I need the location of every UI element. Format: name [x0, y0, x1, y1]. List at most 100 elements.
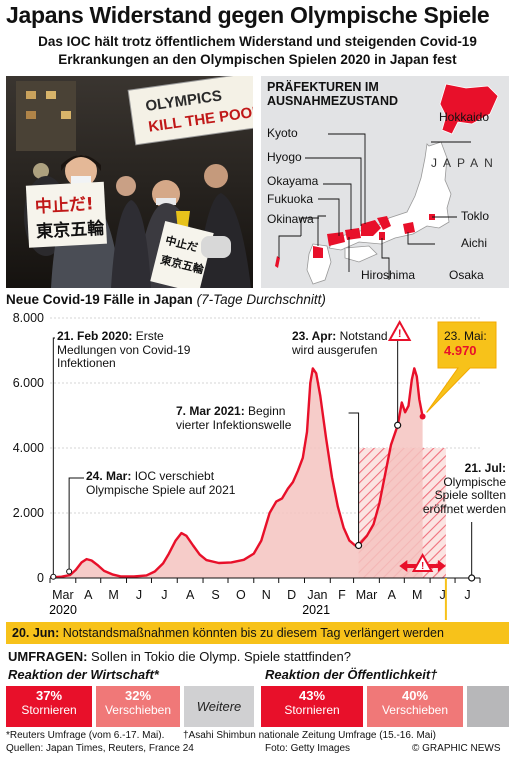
label-kyoto: Kyoto — [267, 126, 298, 140]
cases-area — [50, 368, 423, 578]
label-tokyo: Toklo — [461, 209, 490, 223]
map-heading-line-2: AUSNAHMEZUSTAND — [267, 94, 399, 108]
annotation-apr23: 23. Apr: Notstand wird ausgerufen — [292, 329, 388, 357]
honshu-shape — [328, 141, 452, 251]
photo-credit: Foto: Getty Images — [265, 743, 351, 754]
feb21-leader — [52, 337, 55, 577]
feb21-dot — [50, 573, 57, 580]
jul21-dot — [468, 574, 476, 582]
sources: Quellen: Japan Times, Reuters, France 24 — [6, 743, 194, 754]
sign-left-line-1: 中止だ! — [34, 193, 94, 217]
label-okinawa: Okinawa — [267, 212, 314, 226]
polls-question-text: Sollen in Tokio die Olymp. Spiele stattf… — [87, 649, 351, 664]
x-tick-label: Jan — [307, 588, 327, 602]
okinawa-shape — [275, 256, 280, 268]
chart-title: Neue Covid-19 Fälle in Japan (7-Tage Dur… — [6, 292, 326, 307]
annotation-apr23-text: Notstand — [336, 329, 388, 343]
x-tick-label: J — [136, 588, 142, 602]
sign-left-line-2: 東京五輪 — [36, 218, 106, 243]
annotation-mar7-text: Beginn — [244, 404, 286, 418]
chart-title-main: Neue Covid-19 Fälle in Japan — [6, 292, 193, 307]
polls-label: UMFRAGEN: — [8, 649, 88, 664]
polls-question: UMFRAGEN: Sollen in Tokio die Olymp. Spi… — [8, 649, 351, 664]
warning-icon-glyph: ! — [398, 328, 402, 340]
june-extension-bar: 20. Jun: Notstandsmaßnahmen könnten bis … — [6, 622, 509, 644]
annotation-feb21: 21. Feb 2020: Erste Medlungen von Covid-… — [57, 329, 190, 371]
subtitle-line-2: Erkrankungen an den Olympischen Spielen … — [58, 52, 457, 67]
may23-callout — [426, 321, 497, 413]
japan-map-illustration — [275, 83, 499, 285]
june-bar-text: Notstandsmaßnahmen könnten bis zu diesem… — [59, 626, 444, 640]
footnote-public: †Asahi Shimbun nationale Zeitung Umfrage… — [183, 730, 436, 741]
business-postpone-pct: 32% — [124, 688, 152, 703]
annotation-may23: 23. Mai: 4.970 — [444, 329, 487, 358]
business-postpone-label: Verschieben — [104, 703, 172, 717]
public-postpone-pct: 40% — [401, 688, 429, 703]
x-tick-label: Mar — [52, 588, 74, 602]
y-tick-label: 0 — [37, 571, 44, 585]
business-heading: Reaktion der Wirtschaft* — [8, 667, 159, 682]
label-hokkaido: Hokkaido — [439, 110, 490, 124]
chart-markers: !! — [50, 319, 497, 620]
chart-axes: 0 2.000 4.000 6.000 8.000 Mar A M J J A S O N D Jan F Mar… — [13, 311, 481, 617]
cases-line — [49, 367, 424, 579]
annotation-may23-date: 23. Mai: — [444, 329, 487, 343]
business-cancel-box: 37% Stornieren — [6, 686, 92, 727]
footnote-business: *Reuters Umfrage (vom 6.-17. Mai). — [6, 730, 165, 741]
business-cancel-label: Stornieren — [21, 703, 77, 717]
annotation-may23-value: 4.970 — [444, 342, 477, 358]
public-cancel-pct: 43% — [298, 688, 326, 703]
kyoto-shape — [377, 216, 391, 230]
prefecture-map: PRÄFEKTUREN IM AUSNAHMEZUSTAND Hokkaido … — [261, 76, 509, 288]
annotation-mar7-date: 7. Mar 2021: — [176, 404, 245, 418]
label-hiroshima: Hiroshima — [361, 268, 416, 282]
label-japan: JAPAN — [431, 156, 499, 170]
annotation-jul21-line4: eröffnet werden — [422, 501, 506, 516]
annotation-apr23-date: 23. Apr: — [292, 329, 337, 343]
subtitle-line-1: Das IOC hält trotz öffentlichem Widersta… — [38, 34, 477, 49]
public-cancel-label: Stornieren — [284, 703, 340, 717]
june-bar-date: 20. Jun: — [12, 626, 60, 640]
y-tick-label: 8.000 — [13, 311, 44, 325]
public-cancel-box: 43% Stornieren — [261, 686, 363, 727]
label-aichi: Aichi — [461, 236, 488, 250]
x-tick-label: D — [287, 588, 296, 602]
annotation-jul21-line2: Olympische — [443, 474, 506, 489]
x-tick-label: Mar — [356, 588, 378, 602]
public-postpone-box: 40% Verschieben — [367, 686, 463, 727]
annotation-mar24: 24. Mar: IOC verschiebt Olympische Spiel… — [86, 469, 235, 497]
hiroshima-shape — [327, 232, 345, 246]
x-year-label: 2021 — [302, 603, 330, 617]
x-tick-label: N — [262, 588, 271, 602]
y-tick-label: 4.000 — [13, 441, 44, 455]
annotation-jul21-date: 21. Jul: — [464, 461, 506, 475]
protest-photo: OLYMPICS KILL THE POOR 中止だ! 東京五輪 中止だ 東京五… — [6, 76, 253, 288]
annotation-apr23-line2: wird ausgerufen — [292, 342, 378, 357]
annotation-jul21: 21. Jul: Olympische Spiele sollten eröff… — [410, 461, 506, 516]
apr23-leader — [391, 337, 399, 426]
x-year-label: 2020 — [49, 603, 77, 617]
protest-photo-illustration: OLYMPICS KILL THE POOR 中止だ! 東京五輪 中止だ 東京五… — [6, 76, 253, 288]
business-other-box: Weitere — [184, 686, 254, 727]
x-tick-label: J — [439, 588, 445, 602]
may23-dot — [419, 413, 426, 420]
x-tick-label: O — [236, 588, 246, 602]
public-postpone-label: Verschieben — [381, 703, 449, 717]
annotation-feb21-text: Erste — [132, 329, 164, 343]
page-title: Japans Widerstand gegen Olympische Spiel… — [6, 2, 490, 28]
chart-title-note: (7-Tage Durchschnitt) — [196, 292, 326, 307]
label-hyogo: Hyogo — [267, 150, 302, 164]
mar7-leader — [348, 412, 360, 546]
annotation-jul21-line3: Spiele sollten — [434, 488, 506, 502]
mar7-dot — [354, 541, 363, 550]
osaka-shape — [379, 232, 385, 240]
apr23-dot — [394, 421, 402, 429]
warning-icon — [387, 319, 412, 341]
x-tick-label: J — [464, 588, 470, 602]
public-heading: Reaktion der Öffentlichkeit† — [265, 667, 438, 682]
label-osaka: Osaka — [449, 268, 484, 282]
x-tick-label: A — [84, 588, 93, 602]
x-tick-label: A — [186, 588, 195, 602]
annotation-mar7: 7. Mar 2021: Beginn vierter Infektionswe… — [176, 404, 291, 432]
aichi-shape — [403, 222, 415, 234]
